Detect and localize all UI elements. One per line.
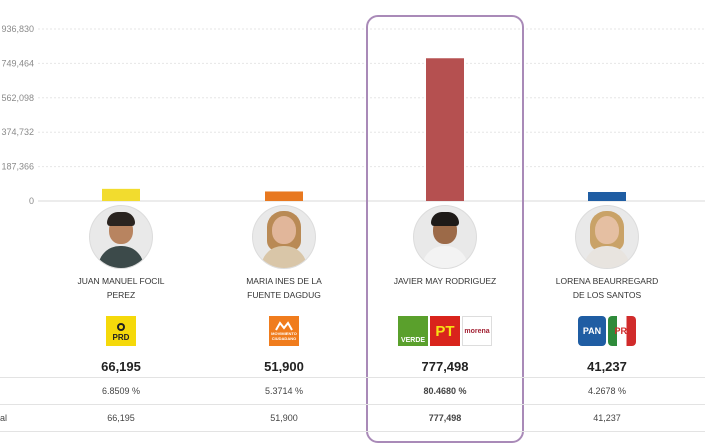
vote-bar [102, 188, 140, 201]
candidate-name: JAVIER MAY RODRIGUEZ [393, 276, 497, 286]
morena-logo-icon: morena [462, 316, 492, 346]
candidate-name: JUAN MANUEL FOCIL PEREZ [77, 276, 165, 300]
pan-logo-icon: PAN [578, 316, 606, 346]
candidate-photo [253, 206, 315, 268]
verde-logo-icon: VERDE [398, 316, 428, 346]
pt-logo-icon: PT [430, 316, 460, 346]
candidate-column: JAVIER MAY RODRIGUEZ VERDE PT morena [370, 206, 520, 348]
candidate-name: LORENA BEAURREGARD DE LOS SANTOS [555, 276, 659, 300]
party-logos: VERDE PT morena [370, 316, 520, 348]
y-tick-label: 562,098 [1, 93, 34, 103]
vote-bar [265, 191, 303, 201]
total-row-label: al [0, 413, 8, 423]
candidate-photo [576, 206, 638, 268]
y-tick-label: 749,464 [1, 58, 34, 68]
vote-bar [588, 192, 626, 201]
y-tick-label: 187,366 [1, 162, 34, 172]
row-divider [0, 404, 705, 405]
candidate-votes: 51,900 [264, 359, 304, 374]
candidate-percent: 5.3714 % [264, 386, 304, 396]
candidate-column: MARIA INES DE LA FUENTE DAGDUG MOVIMIENT… [209, 206, 359, 348]
y-tick-label: 936,830 [1, 24, 34, 34]
candidate-votes: 41,237 [587, 359, 627, 374]
candidate-column: JUAN MANUEL FOCIL PEREZ PRD [46, 206, 196, 348]
candidate-percent: 6.8509 % [101, 386, 141, 396]
row-divider [0, 431, 705, 432]
candidate-total: 41,237 [593, 413, 621, 423]
prd-logo-icon: PRD [106, 316, 136, 346]
candidate-name: MARIA INES DE LA FUENTE DAGDUG [246, 276, 322, 300]
candidate-photo [414, 206, 476, 268]
mc-logo-icon: MOVIMIENTO CIUDADANO [269, 316, 299, 346]
candidate-column: LORENA BEAURREGARD DE LOS SANTOS PAN PRI [532, 206, 682, 348]
party-logos: PAN PRI [532, 316, 682, 348]
pri-logo-icon: PRI [608, 316, 636, 346]
candidate-photo [90, 206, 152, 268]
y-tick-label: 0 [29, 196, 34, 206]
party-logos: PRD [46, 316, 196, 348]
candidate-total: 66,195 [107, 413, 135, 423]
row-divider [0, 377, 705, 378]
candidate-total: 777,498 [428, 413, 462, 423]
candidate-percent: 80.4680 % [423, 386, 467, 396]
party-logos: MOVIMIENTO CIUDADANO [209, 316, 359, 348]
candidate-percent: 4.2678 % [587, 386, 627, 396]
candidate-votes: 66,195 [101, 359, 141, 374]
vote-bar [426, 58, 464, 201]
candidate-total: 51,900 [270, 413, 298, 423]
winner-highlight-box [366, 15, 524, 443]
y-tick-label: 374,732 [1, 127, 34, 137]
candidate-votes: 777,498 [421, 359, 469, 374]
vote-bar-chart: 0 187,366 374,732 562,098 749,464 936,830 [1, 24, 705, 206]
